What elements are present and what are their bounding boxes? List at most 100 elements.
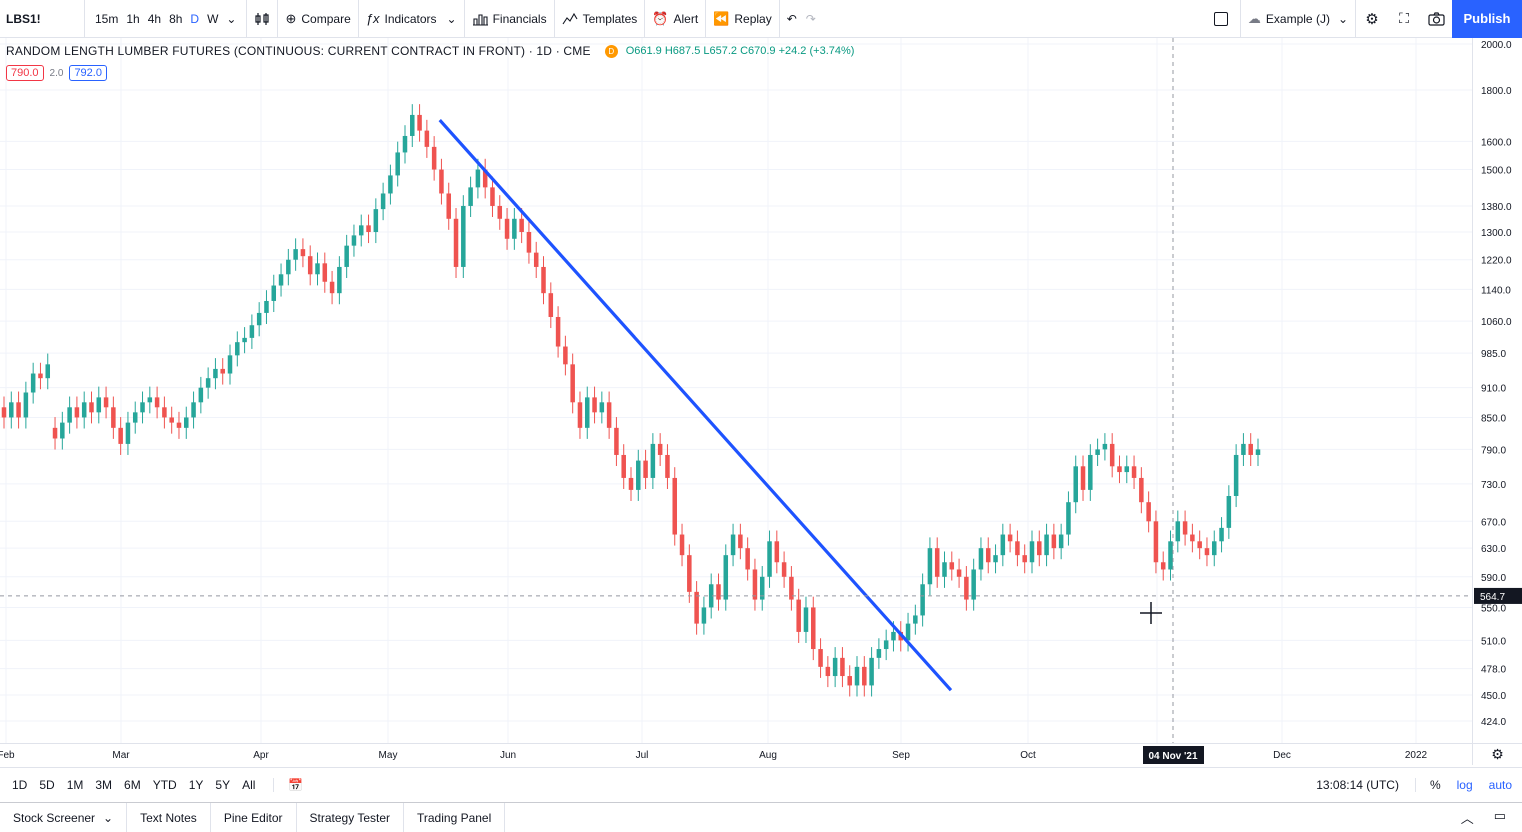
range-5y[interactable]: 5Y [215,777,231,792]
interval-d[interactable]: D [190,11,200,26]
price-scale[interactable]: 2000.0 1800.0 1600.0 1500.0 1380.0 1300.0 1220… [1472,38,1522,743]
price-tick-label: 1800.0 [1481,86,1512,97]
price-axis[interactable]: 2000.0 1800.0 1600.0 1500.0 1380.0 1300.0 1220… [1473,38,1522,743]
chart-legend: RANDOM LENGTH LUMBER FUTURES (CONTINUOUS… [6,44,854,58]
candle-body [52,427,58,439]
compare-button[interactable]: ⊕ Compare [278,0,357,38]
candle [497,195,503,230]
crosshair-date-badge [1143,746,1204,764]
candle-body [759,576,765,600]
redo-button[interactable]: ↷ [804,0,823,38]
alarm-clock-icon: ⏰ [652,10,669,26]
range-ytd[interactable]: YTD [152,777,177,792]
candle [716,573,721,611]
chart-pane[interactable] [0,38,1472,765]
candle-body [358,225,364,236]
maximize-panel-button[interactable]: ▭ [1494,808,1506,827]
interval-1h[interactable]: 1h [126,11,140,26]
candle-body [337,266,342,294]
collapse-panel-button[interactable]: ︿ [1461,808,1474,827]
candle [862,656,867,697]
candle [964,566,969,611]
candle [905,612,911,652]
gear-icon: ⚙ [1491,746,1504,762]
fullscreen-button[interactable]: ⛶ [1388,0,1420,38]
candle-body [628,477,634,490]
templates-button[interactable]: Templates [555,0,645,38]
candle [132,401,138,434]
range-5d[interactable]: 5D [39,777,55,792]
range-1m[interactable]: 1M [66,777,84,792]
candle [147,386,153,414]
replay-label: Replay [734,11,772,26]
layout-toggle[interactable] [1202,0,1240,38]
time-axis[interactable]: Feb Mar Apr May Jun Jul Aug Sep Oct Dec 2022 04 Nov… [0,744,1472,766]
price-chart[interactable] [0,38,1472,743]
candle [424,119,430,158]
snapshot-button[interactable] [1420,0,1452,38]
publish-button[interactable]: Publish [1452,0,1522,38]
scale-settings-button[interactable]: ⚙ [1472,743,1522,765]
alert-button[interactable]: ⏰ Alert [645,0,705,38]
range-1d[interactable]: 1D [12,777,28,792]
sell-price-button[interactable]: 790.0 [6,65,44,81]
candle-body [278,274,284,286]
goto-date-button[interactable]: 📅 [273,777,309,792]
range-3m[interactable]: 3M [95,777,113,792]
buy-price-button[interactable]: 792.0 [69,65,107,81]
candle [978,537,984,581]
tab-label: Pine Editor [223,810,283,825]
candle-body [1044,534,1049,556]
candle [759,566,765,611]
candle [811,596,816,661]
interval-4h[interactable]: 4h [147,11,162,26]
candle-body [235,342,240,356]
compare-label: Compare [301,11,351,26]
candle [533,241,539,278]
chart-type-button[interactable] [247,0,277,38]
range-all[interactable]: All [242,777,256,792]
layout-name-button[interactable]: ☁ Example (J) ⌄ [1241,0,1355,38]
toolbar-divider [463,0,465,38]
tab-strategy-tester[interactable]: Strategy Tester [297,802,404,832]
tab-trading-panel[interactable]: Trading Panel [404,802,506,832]
tab-pine-editor[interactable]: Pine Editor [211,802,297,832]
range-1y[interactable]: 1Y [188,777,204,792]
clock-timezone[interactable]: 13:08:14 (UTC) [1316,777,1399,792]
candle [1044,523,1049,567]
candle [169,406,174,434]
undo-button[interactable]: ↶ [780,0,804,38]
candle [446,182,451,230]
auto-toggle[interactable]: auto [1488,777,1512,792]
replay-button[interactable]: ⏪ Replay [706,0,779,38]
candle-body [533,252,539,267]
interval-8h[interactable]: 8h [169,11,183,26]
tab-text-notes[interactable]: Text Notes [127,802,211,832]
interval-dropdown-chevron-icon[interactable]: ⌄ [226,11,237,26]
time-scale[interactable]: Feb Mar Apr May Jun Jul Aug Sep Oct Dec 2022 04 Nov… [0,743,1472,765]
log-toggle[interactable]: log [1456,777,1473,792]
indicators-button[interactable]: ƒx Indicators ⌄ [359,0,464,38]
candle [30,362,36,404]
financials-button[interactable]: Financials [465,0,554,38]
settings-button[interactable]: ⚙ [1356,0,1388,38]
candle [103,386,109,419]
candle [993,544,998,574]
percent-toggle[interactable]: % [1414,777,1441,792]
candle [344,234,349,278]
candle [220,358,225,385]
candle [781,551,787,588]
symbol-search[interactable]: LBS1! [6,11,41,26]
candles-icon [255,12,270,25]
interval-15m[interactable]: 15m [95,11,119,26]
symbol-title[interactable]: RANDOM LENGTH LUMBER FUTURES (CONTINUOUS… [6,44,591,58]
range-6m[interactable]: 6M [124,777,141,792]
candle [125,411,131,455]
candle [453,208,459,278]
interval-w[interactable]: W [207,11,219,26]
candle [264,290,269,324]
candle-body [60,422,65,439]
candle [708,573,714,619]
price-tick-label: 424.0 [1481,717,1506,728]
tab-stock-screener[interactable]: Stock Screener ⌄ [0,802,128,832]
